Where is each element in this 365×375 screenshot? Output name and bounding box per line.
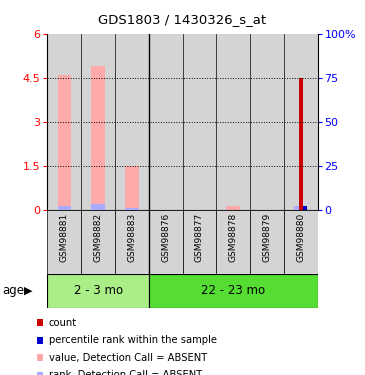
- Bar: [47, 274, 149, 308]
- Bar: [58, 207, 71, 210]
- Text: count: count: [49, 318, 77, 327]
- Text: GSM98883: GSM98883: [127, 213, 137, 262]
- Bar: [91, 204, 105, 210]
- Bar: [81, 210, 115, 274]
- Text: GSM98877: GSM98877: [195, 213, 204, 262]
- Text: GSM98878: GSM98878: [228, 213, 238, 262]
- Bar: [303, 206, 307, 210]
- Text: GSM98876: GSM98876: [161, 213, 170, 262]
- Bar: [47, 210, 81, 274]
- Bar: [284, 34, 318, 210]
- Text: age: age: [2, 284, 24, 297]
- Text: percentile rank within the sample: percentile rank within the sample: [49, 335, 216, 345]
- Text: value, Detection Call = ABSENT: value, Detection Call = ABSENT: [49, 353, 207, 363]
- Text: GSM98882: GSM98882: [93, 213, 103, 262]
- Bar: [115, 210, 149, 274]
- Bar: [182, 34, 216, 210]
- Bar: [149, 274, 318, 308]
- Bar: [250, 34, 284, 210]
- Bar: [226, 206, 240, 210]
- Text: GSM98879: GSM98879: [262, 213, 272, 262]
- Bar: [58, 75, 71, 210]
- Bar: [182, 210, 216, 274]
- Bar: [250, 210, 284, 274]
- Text: 22 - 23 mo: 22 - 23 mo: [201, 284, 265, 297]
- Bar: [115, 34, 149, 210]
- Bar: [216, 210, 250, 274]
- Bar: [216, 34, 250, 210]
- Bar: [299, 78, 303, 210]
- Text: rank, Detection Call = ABSENT: rank, Detection Call = ABSENT: [49, 370, 202, 375]
- Bar: [81, 34, 115, 210]
- Bar: [149, 210, 182, 274]
- Bar: [294, 206, 307, 210]
- Text: 2 - 3 mo: 2 - 3 mo: [73, 284, 123, 297]
- Text: ▶: ▶: [24, 286, 32, 296]
- Text: GSM98880: GSM98880: [296, 213, 305, 262]
- Bar: [125, 208, 139, 210]
- Bar: [91, 66, 105, 210]
- Bar: [149, 34, 182, 210]
- Text: GDS1803 / 1430326_s_at: GDS1803 / 1430326_s_at: [99, 13, 266, 26]
- Bar: [47, 34, 81, 210]
- Bar: [284, 210, 318, 274]
- Bar: [125, 166, 139, 210]
- Text: GSM98881: GSM98881: [60, 213, 69, 262]
